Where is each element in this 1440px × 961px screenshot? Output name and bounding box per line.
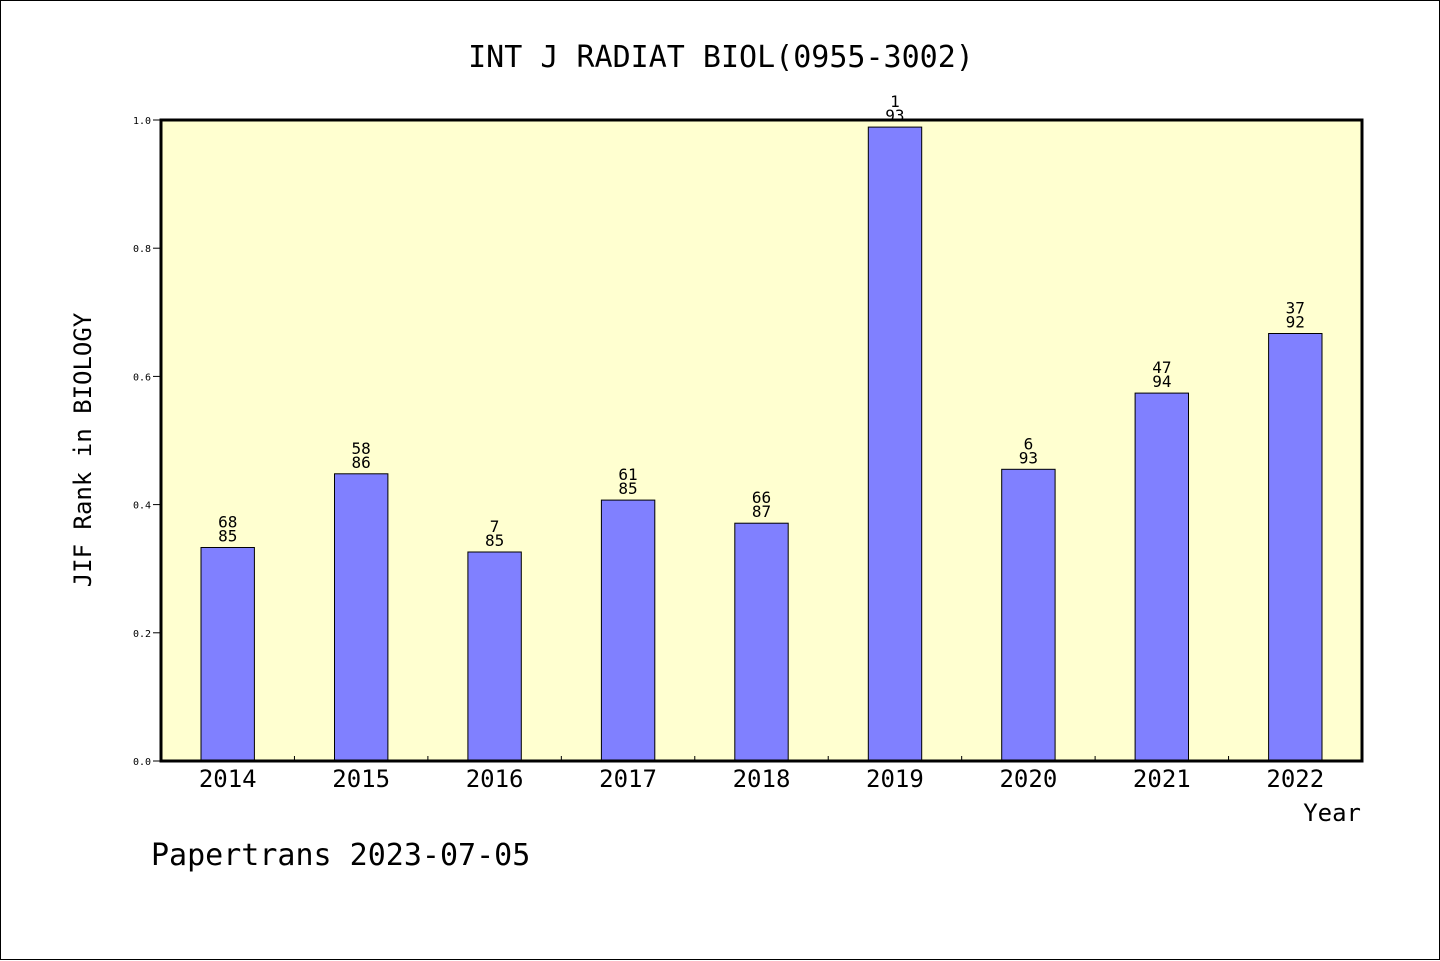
bar-total-label: 85 <box>618 479 637 498</box>
x-tick-label: 2019 <box>866 765 924 793</box>
bar-2015 <box>334 473 389 762</box>
bar-2018 <box>734 522 789 762</box>
bar-rank-label: 7 <box>490 517 500 536</box>
bar-total-label: 93 <box>1019 448 1038 467</box>
y-tick-label: 0.2 <box>133 629 151 640</box>
x-axis-label: Year <box>1303 799 1361 827</box>
x-tick-label: 2020 <box>999 765 1057 793</box>
bar-2017 <box>600 499 656 762</box>
bar-total-label: 85 <box>218 527 237 546</box>
y-axis: 0.0 0.2 0.4 0.6 0.8 1.0 <box>133 116 161 768</box>
x-tick-label: 2021 <box>1133 765 1191 793</box>
bar-2020 <box>1001 468 1056 762</box>
bar-rank-label: 68 <box>218 513 237 532</box>
bar-rank-label: 6 <box>1024 434 1034 453</box>
plot-border <box>159 118 1364 763</box>
y-axis-label: JIF Rank in BIOLOGY <box>69 312 97 587</box>
bar-total-label: 86 <box>352 453 371 472</box>
bar-rank-label: 61 <box>618 465 637 484</box>
chart-title: INT J RADIAT BIOL(0955-3002) <box>468 40 974 75</box>
bar-2014 <box>200 547 255 762</box>
bar-2019 <box>867 126 923 762</box>
bar-rank-label: 66 <box>752 488 771 507</box>
bar-2021 <box>1134 392 1189 762</box>
y-tick-label: 1.0 <box>133 116 151 127</box>
bar-rank-label: 1 <box>890 92 900 111</box>
x-axis: 2014 2015 2016 2017 2018 2019 2020 2021 2022 <box>199 756 1324 793</box>
x-tick-label: 2022 <box>1266 765 1324 793</box>
y-tick-label: 0.8 <box>133 244 151 255</box>
bar-total-label: 92 <box>1286 312 1305 331</box>
x-tick-label: 2015 <box>332 765 390 793</box>
y-tick-label: 0.0 <box>133 757 151 768</box>
bar-total-label: 94 <box>1152 372 1171 391</box>
bar-total-label: 87 <box>752 502 771 521</box>
bar-rank-label: 47 <box>1152 358 1171 377</box>
x-tick-label: 2014 <box>199 765 257 793</box>
bar-2022 <box>1268 333 1323 762</box>
footer-watermark: Papertrans 2023-07-05 <box>151 838 530 873</box>
bar-rank-label: 58 <box>352 439 371 458</box>
y-tick-label: 0.6 <box>133 372 151 383</box>
x-tick-label: 2018 <box>733 765 791 793</box>
bar-total-label: 93 <box>885 106 904 125</box>
x-tick-label: 2016 <box>466 765 524 793</box>
bar-rank-label: 37 <box>1286 298 1305 317</box>
y-tick-label: 0.4 <box>133 501 151 512</box>
bar-total-label: 85 <box>485 531 504 550</box>
bar-2016 <box>467 551 522 762</box>
x-tick-label: 2017 <box>599 765 657 793</box>
